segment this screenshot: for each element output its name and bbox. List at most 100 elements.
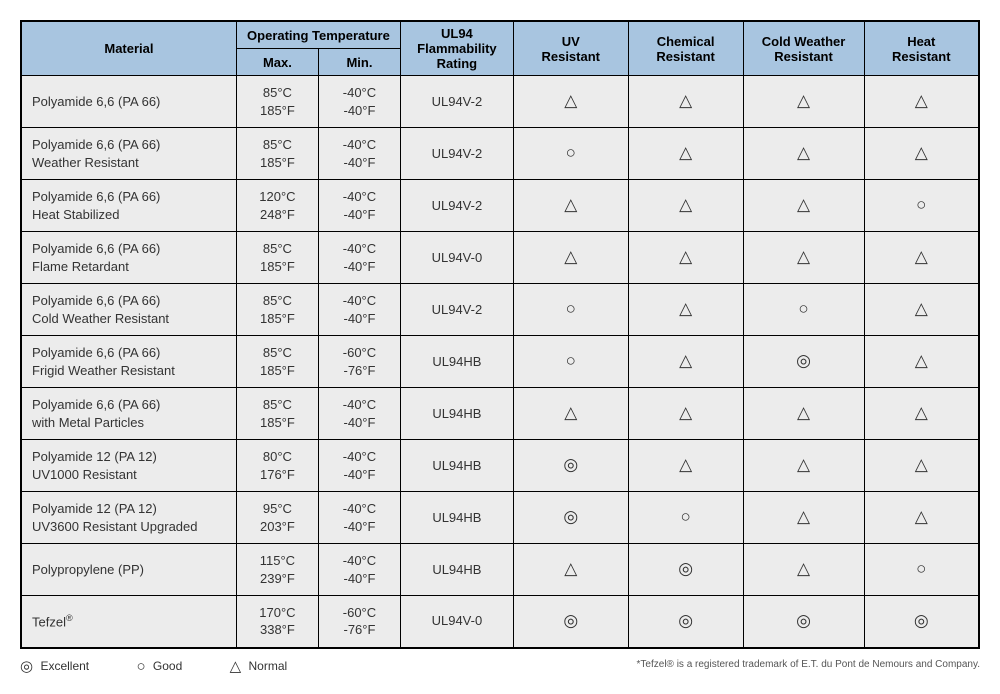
max-temp-cell: 115°C239°F — [236, 544, 318, 596]
legend-good: ○ Good — [136, 659, 204, 673]
min-temp-cell: -40°C-40°F — [318, 128, 400, 180]
good-icon: ○ — [916, 559, 926, 578]
table-row: Polyamide 12 (PA 12)UV3600 Resistant Upg… — [21, 492, 979, 544]
min-temp-cell: -40°C-40°F — [318, 544, 400, 596]
ul94-cell: UL94HB — [400, 440, 513, 492]
max-temp-cell: 85°C185°F — [236, 232, 318, 284]
min-temp-cell: -40°C-40°F — [318, 232, 400, 284]
col-uv: UV Resistant — [513, 21, 628, 76]
heat-cell: △ — [864, 440, 979, 492]
uv-cell: ○ — [513, 336, 628, 388]
heat-cell: △ — [864, 388, 979, 440]
chem-cell: △ — [628, 336, 743, 388]
col-material: Material — [21, 21, 236, 76]
good-icon: ○ — [680, 507, 690, 526]
uv-cell: △ — [513, 388, 628, 440]
materials-table: Material Operating Temperature UL94 Flam… — [20, 20, 980, 649]
table-header: Material Operating Temperature UL94 Flam… — [21, 21, 979, 76]
heat-cell: ○ — [864, 180, 979, 232]
chem-cell: ◎ — [628, 596, 743, 648]
table-row: Polyamide 6,6 (PA 66)85°C185°F-40°C-40°F… — [21, 76, 979, 128]
good-icon: ○ — [798, 299, 808, 318]
col-uv-l2: Resistant — [541, 49, 600, 64]
normal-icon: △ — [679, 247, 692, 266]
ul94-cell: UL94V-2 — [400, 180, 513, 232]
normal-icon: △ — [679, 91, 692, 110]
good-icon: ○ — [566, 351, 576, 370]
heat-cell: △ — [864, 128, 979, 180]
heat-cell: △ — [864, 336, 979, 388]
material-cell: Polyamide 6,6 (PA 66)Flame Retardant — [21, 232, 236, 284]
table-row: Polyamide 6,6 (PA 66)Cold Weather Resist… — [21, 284, 979, 336]
max-temp-cell: 85°C185°F — [236, 128, 318, 180]
min-temp-cell: -40°C-40°F — [318, 180, 400, 232]
table-body: Polyamide 6,6 (PA 66)85°C185°F-40°C-40°F… — [21, 76, 979, 648]
min-temp-cell: -40°C-40°F — [318, 284, 400, 336]
legend-normal-label: Normal — [248, 659, 287, 673]
excellent-icon: ◎ — [563, 507, 578, 526]
cold-cell: △ — [743, 388, 864, 440]
chem-cell: △ — [628, 388, 743, 440]
cold-cell: ◎ — [743, 596, 864, 648]
max-temp-cell: 120°C248°F — [236, 180, 318, 232]
chem-cell: △ — [628, 76, 743, 128]
material-cell: Polyamide 6,6 (PA 66)Cold Weather Resist… — [21, 284, 236, 336]
heat-cell: △ — [864, 284, 979, 336]
chem-cell: △ — [628, 180, 743, 232]
max-temp-cell: 85°C185°F — [236, 336, 318, 388]
normal-icon: △ — [679, 455, 692, 474]
min-temp-cell: -60°C-76°F — [318, 336, 400, 388]
excellent-icon: ◎ — [563, 455, 578, 474]
material-cell: Polyamide 6,6 (PA 66)Heat Stabilized — [21, 180, 236, 232]
normal-icon: △ — [797, 455, 810, 474]
uv-cell: ○ — [513, 128, 628, 180]
col-op-temp-group: Operating Temperature — [236, 21, 400, 49]
col-chem: Chemical Resistant — [628, 21, 743, 76]
excellent-icon: ◎ — [563, 611, 578, 630]
legend: ◎ Excellent ○ Good △ Normal — [20, 659, 331, 674]
cold-cell: ◎ — [743, 336, 864, 388]
normal-icon: △ — [915, 455, 928, 474]
normal-icon: △ — [564, 403, 577, 422]
min-temp-cell: -40°C-40°F — [318, 388, 400, 440]
max-temp-cell: 170°C338°F — [236, 596, 318, 648]
chem-cell: △ — [628, 128, 743, 180]
normal-icon: △ — [797, 403, 810, 422]
legend-excellent: ◎ Excellent — [20, 659, 111, 673]
col-chem-l1: Chemical — [657, 34, 715, 49]
ul94-cell: UL94V-0 — [400, 596, 513, 648]
max-temp-cell: 95°C203°F — [236, 492, 318, 544]
ul94-cell: UL94V-2 — [400, 284, 513, 336]
max-temp-cell: 85°C185°F — [236, 388, 318, 440]
min-temp-cell: -40°C-40°F — [318, 76, 400, 128]
min-temp-cell: -40°C-40°F — [318, 440, 400, 492]
legend-row: ◎ Excellent ○ Good △ Normal *Tefzel® is … — [20, 659, 980, 674]
normal-icon: △ — [797, 91, 810, 110]
uv-cell: △ — [513, 76, 628, 128]
normal-icon: △ — [915, 507, 928, 526]
col-uv-l1: UV — [562, 34, 580, 49]
normal-icon: △ — [915, 351, 928, 370]
chem-cell: △ — [628, 440, 743, 492]
normal-icon: △ — [679, 143, 692, 162]
legend-normal: △ Normal — [230, 659, 310, 673]
ul94-cell: UL94V-2 — [400, 76, 513, 128]
normal-icon: △ — [564, 91, 577, 110]
legend-good-label: Good — [153, 659, 182, 673]
excellent-icon: ◎ — [914, 611, 929, 630]
normal-icon: △ — [679, 195, 692, 214]
excellent-icon: ◎ — [678, 559, 693, 578]
col-heat-l2: Resistant — [892, 49, 951, 64]
material-cell: Polyamide 6,6 (PA 66)Frigid Weather Resi… — [21, 336, 236, 388]
good-icon: ○ — [916, 195, 926, 214]
col-heat-l1: Heat — [907, 34, 935, 49]
normal-icon: △ — [797, 247, 810, 266]
normal-icon: △ — [797, 507, 810, 526]
excellent-icon: ◎ — [796, 351, 811, 370]
good-icon: ○ — [566, 143, 576, 162]
min-temp-cell: -60°C-76°F — [318, 596, 400, 648]
material-cell: Polyamide 6,6 (PA 66)Weather Resistant — [21, 128, 236, 180]
heat-cell: ◎ — [864, 596, 979, 648]
uv-cell: △ — [513, 180, 628, 232]
uv-cell: ◎ — [513, 440, 628, 492]
